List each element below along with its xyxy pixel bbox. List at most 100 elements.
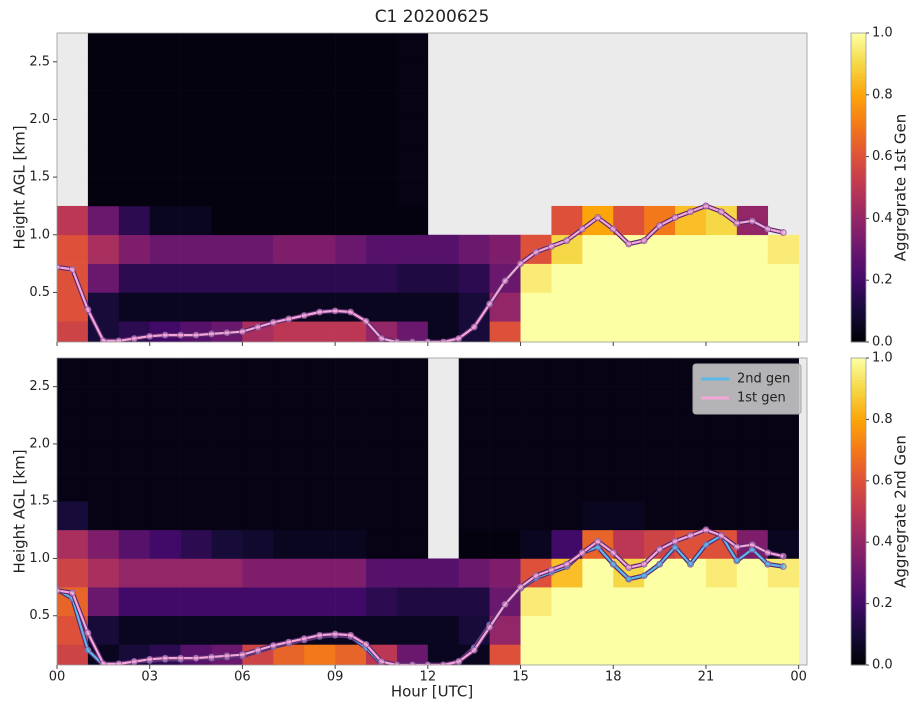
colorbar-segment: [851, 431, 866, 436]
colorbar-segment: [851, 246, 866, 250]
colorbar-segment: [851, 332, 866, 337]
heatmap-cell: [705, 615, 738, 645]
heatmap-cell: [211, 263, 243, 293]
heatmap-cell: [242, 415, 274, 445]
colorbar-segment: [851, 493, 866, 497]
heatmap-cell: [366, 177, 398, 207]
heatmap-cell: [767, 321, 799, 342]
series-point: [208, 653, 215, 661]
colorbar-segment: [851, 100, 866, 105]
series-point: [192, 654, 200, 662]
heatmap-cell: [57, 443, 89, 473]
heatmap-cell: [211, 443, 243, 473]
heatmap-cell: [582, 234, 614, 264]
heatmap-cell: [736, 321, 769, 342]
heatmap-cell: [427, 587, 460, 617]
heatmap-cell: [304, 205, 336, 236]
heatmap-cell: [396, 529, 429, 559]
heatmap-cell: [211, 234, 243, 264]
colorbar-segment: [851, 425, 866, 430]
series-point: [563, 560, 571, 568]
heatmap-cell: [396, 119, 429, 149]
series-point: [269, 318, 277, 326]
colorbar-segment: [851, 588, 866, 592]
heatmap-cell: [520, 321, 552, 342]
colorbar-segment: [851, 437, 866, 442]
series-point: [532, 572, 540, 580]
heatmap-cell: [180, 61, 212, 91]
colorbar-segment: [851, 82, 866, 87]
colorbar-segment: [851, 119, 866, 124]
plot-frame: [56, 32, 808, 343]
colorbar-segment: [851, 628, 866, 632]
heatmap-cell: [675, 415, 707, 445]
series-point: [408, 338, 416, 342]
heatmap-cell: [520, 292, 552, 322]
colorbar-segment: [851, 76, 866, 80]
colorbar-segment: [851, 168, 866, 173]
heatmap-cell: [242, 119, 274, 149]
colorbar-tick-label: 0.6: [872, 149, 893, 164]
heatmap-cell: [582, 358, 614, 387]
heatmap-cell: [149, 33, 181, 63]
heatmap-cell: [335, 386, 367, 416]
heatmap-cell: [335, 177, 367, 207]
heatmap-cell: [304, 292, 336, 322]
heatmap-cell: [87, 205, 120, 236]
series-point: [656, 560, 663, 568]
colorbar-segment: [851, 465, 866, 470]
heatmap-cell: [211, 529, 243, 559]
colorbar-segment: [851, 394, 866, 399]
colorbar-segment: [851, 39, 866, 43]
series-point: [84, 646, 92, 654]
y-tick-label: 1.0: [29, 227, 50, 242]
heatmap-cell: [242, 587, 274, 617]
series-point: [223, 652, 231, 660]
legend-box: [692, 363, 802, 415]
heatmap-cell: [180, 443, 212, 473]
heatmap-cell: [613, 615, 645, 645]
heatmap-cell: [458, 321, 490, 342]
series-point: [285, 315, 293, 323]
heatmap-cell: [396, 177, 429, 207]
heatmap-cell: [304, 644, 336, 665]
heatmap-cell: [705, 292, 738, 322]
heatmap-cell: [767, 615, 799, 645]
heatmap-cell: [396, 33, 429, 63]
heatmap-cell: [458, 234, 490, 264]
heatmap-cell: [582, 292, 614, 322]
heatmap-cell: [273, 263, 305, 293]
heatmap-cell: [57, 472, 89, 502]
colorbar-segment: [851, 471, 866, 476]
chart-title: C1 20200625: [375, 7, 490, 27]
colorbar-segment: [851, 48, 866, 53]
colorbar-segment: [851, 640, 866, 645]
colorbar-segment: [851, 51, 866, 56]
colorbar-segment: [851, 311, 866, 315]
heatmap-cell: [335, 587, 367, 617]
series-point: [239, 328, 246, 336]
heatmap-cell: [644, 443, 676, 473]
heatmap-cell: [767, 501, 799, 531]
x-tick-label: 00: [49, 670, 66, 685]
series-point: [223, 329, 231, 337]
heatmap-cell: [273, 587, 305, 617]
heatmap-cell: [335, 205, 367, 236]
colorbar-tick-label: 1.0: [872, 351, 893, 366]
heatmap-cell: [242, 501, 274, 531]
colorbar-segment: [851, 523, 866, 528]
heatmap-cell: [366, 263, 398, 293]
heatmap-cell: [613, 472, 645, 502]
colorbar-segment: [851, 289, 866, 294]
heatmap-cell: [57, 558, 89, 588]
heatmap-cell: [273, 90, 305, 120]
series-point: [470, 646, 478, 654]
heatmap-cell: [118, 292, 151, 322]
heatmap-cell: [149, 119, 181, 149]
heatmap-cell: [87, 61, 120, 91]
colorbar-segment: [851, 400, 866, 405]
series-point: [130, 335, 138, 342]
colorbar-segment: [851, 517, 866, 522]
heatmap-cell: [211, 386, 243, 416]
colorbar-segment: [851, 267, 866, 272]
